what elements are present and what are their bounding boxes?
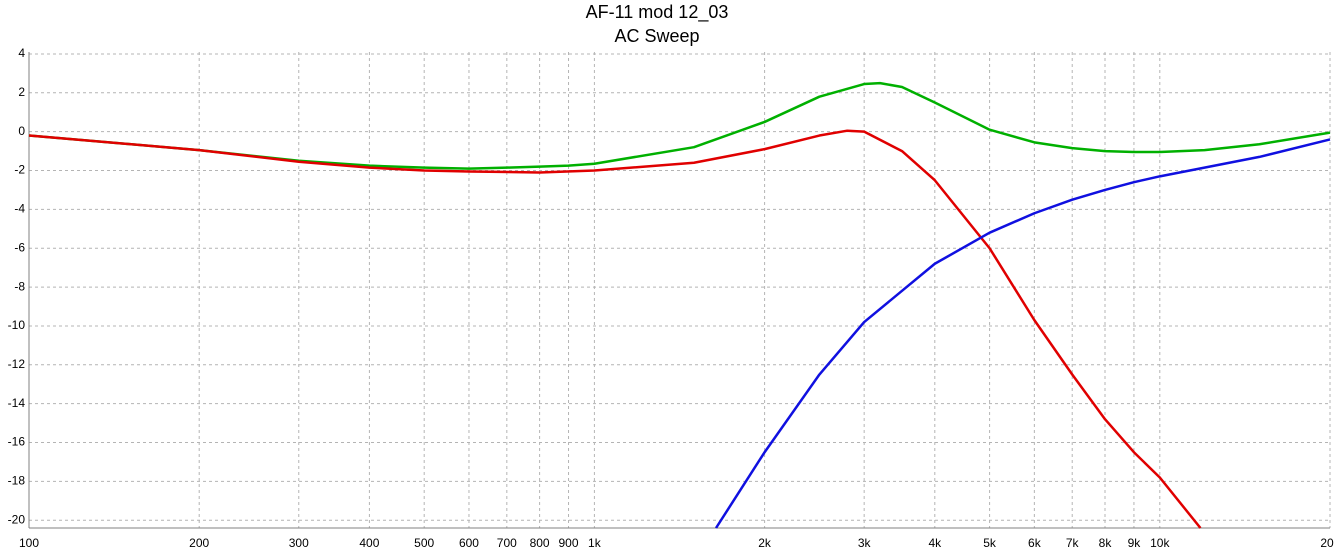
x-tick-label: 4k: [928, 536, 942, 550]
x-tick-label: 10k: [1150, 536, 1170, 550]
y-tick-label: -2: [14, 163, 25, 177]
x-tick-label: 600: [459, 536, 479, 550]
x-tick-label: 6k: [1028, 536, 1042, 550]
chart-subtitle: AC Sweep: [614, 26, 699, 46]
y-tick-label: -18: [8, 474, 26, 488]
series-line: [28, 81, 1331, 170]
x-tick-label: 900: [559, 536, 579, 550]
y-tick-label: -8: [14, 279, 25, 293]
x-tick-label: 7k: [1066, 536, 1080, 550]
x-tick-label: 300: [289, 536, 309, 550]
x-tick-label: 3k: [858, 536, 872, 550]
series-line: [28, 129, 1202, 529]
x-tick-label: 2k: [758, 536, 772, 550]
x-tick-label: 800: [530, 536, 550, 550]
chart-title: AF-11 mod 12_03: [586, 2, 729, 23]
x-tick-label: 500: [414, 536, 434, 550]
x-tick-label: 200: [189, 536, 209, 550]
x-tick-label: 400: [359, 536, 379, 550]
x-tick-label: 700: [497, 536, 517, 550]
y-tick-label: -16: [8, 435, 26, 449]
y-tick-label: -20: [8, 512, 26, 526]
y-tick-label: -10: [8, 318, 26, 332]
x-tick-label: 9k: [1128, 536, 1142, 550]
x-tick-label: 100: [19, 536, 39, 550]
series-line: [714, 138, 1331, 529]
y-tick-label: -4: [14, 202, 25, 216]
y-tick-label: 4: [18, 46, 25, 60]
y-tick-label: -6: [14, 240, 25, 254]
x-tick-label: 5k: [983, 536, 997, 550]
y-tick-label: -12: [8, 357, 26, 371]
y-tick-label: 2: [18, 85, 25, 99]
y-tick-label: -14: [8, 396, 26, 410]
x-tick-label: 8k: [1099, 536, 1113, 550]
x-tick-label: 20k: [1320, 536, 1334, 550]
x-tick-label: 1k: [588, 536, 602, 550]
y-tick-label: 0: [18, 124, 25, 138]
